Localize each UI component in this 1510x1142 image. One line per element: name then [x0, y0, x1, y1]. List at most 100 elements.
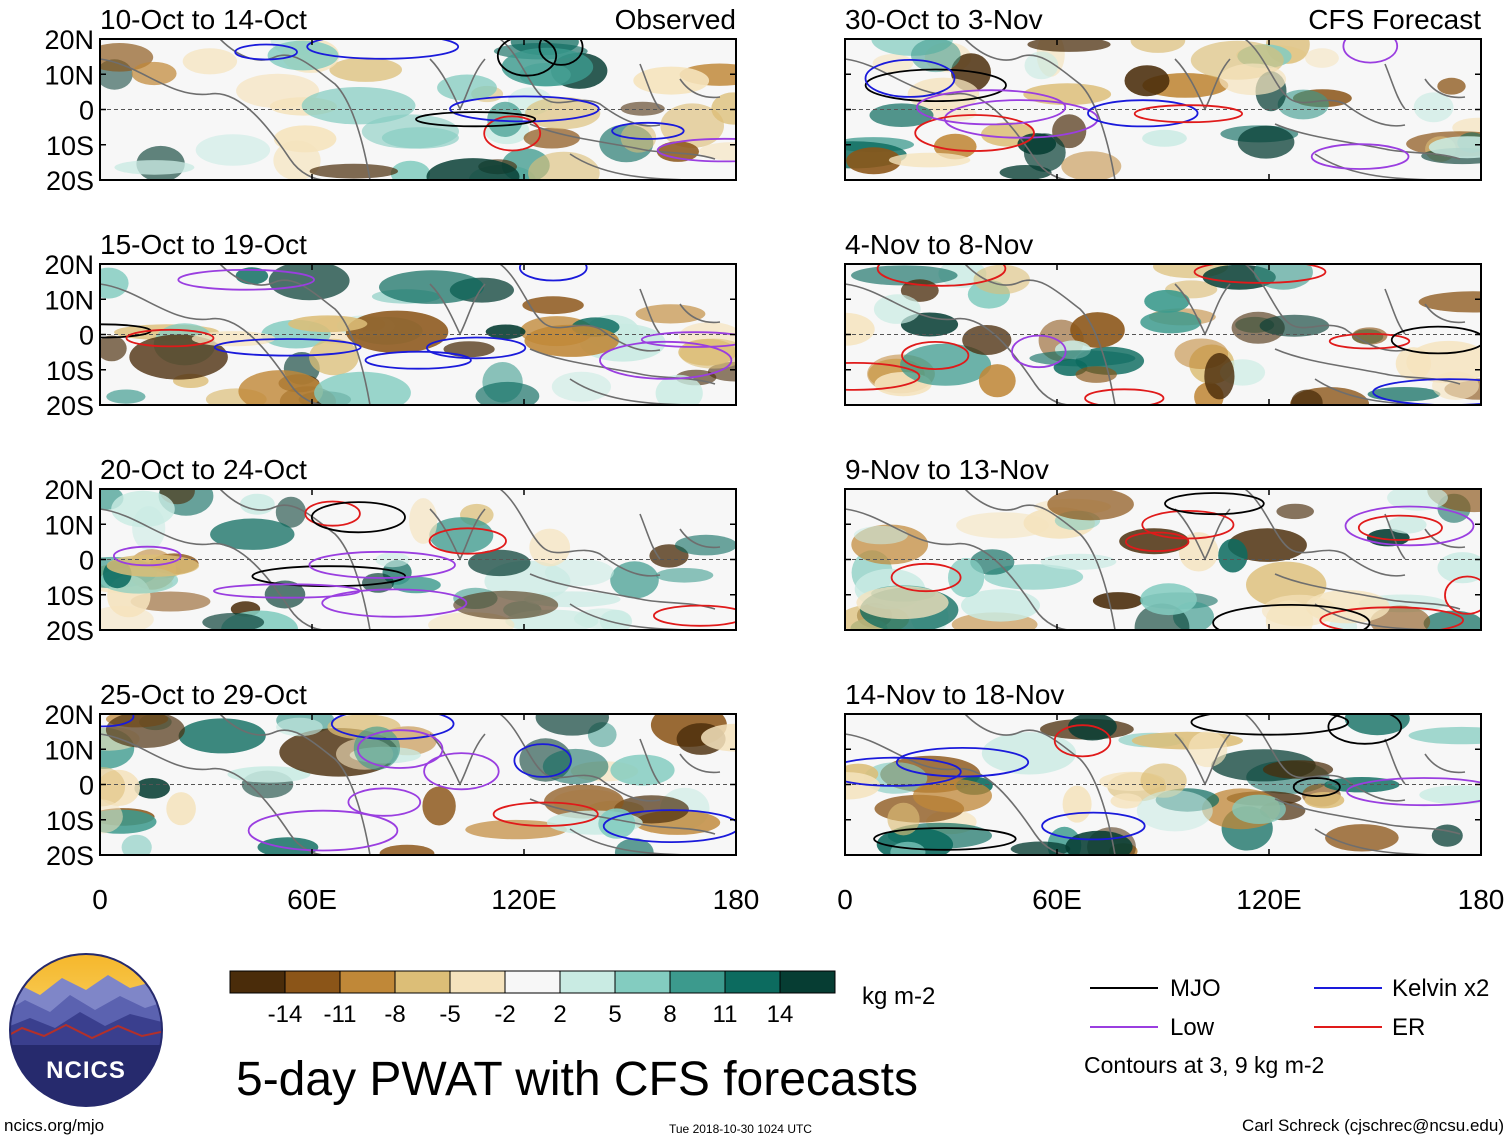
- anomaly-shading: [267, 40, 339, 71]
- y-tick-label: 10S: [46, 356, 94, 386]
- coastline: [1274, 123, 1461, 160]
- anomaly-shading: [195, 134, 271, 166]
- anomaly-shading: [635, 304, 706, 324]
- anomaly-shading: [544, 558, 614, 587]
- anomaly-shading: [1061, 151, 1122, 180]
- signal-contour: [347, 787, 422, 817]
- anomaly-shading: [1124, 65, 1170, 97]
- signal-contour: [656, 137, 736, 163]
- signal-contour: [1292, 777, 1341, 797]
- anomaly-shading: [100, 267, 129, 299]
- colorbar-tick-label: 5: [608, 1001, 621, 1028]
- map-panel: 20N 10N 0 10S 20S 20-Oct to 24-Oct: [44, 454, 737, 646]
- coastline: [964, 39, 1116, 180]
- signal-contour: [304, 500, 361, 527]
- coastline: [1274, 573, 1461, 610]
- anomaly-shading: [487, 101, 523, 137]
- anomaly-shading: [1062, 785, 1092, 823]
- signal-contour: [1053, 724, 1112, 758]
- y-tick-label: 0: [79, 771, 94, 801]
- anomaly-shading: [887, 802, 920, 836]
- anomaly-shading: [655, 374, 703, 405]
- signal-contour: [653, 604, 736, 627]
- anomaly-shading: [1431, 824, 1463, 847]
- signal-contour: [100, 714, 135, 728]
- panel-date-label: 14-Nov to 18-Nov: [845, 679, 1064, 710]
- anomaly-shading: [100, 767, 126, 807]
- anomaly-shading: [379, 844, 435, 855]
- y-tick-label: 10S: [46, 131, 94, 161]
- colorbar-swatch: [614, 970, 671, 994]
- signal-contour: [308, 550, 456, 579]
- x-axis-labels: 0 60E 120E 180 0 60E 120E 180: [92, 884, 1504, 915]
- x-tick-label: 0: [837, 884, 853, 915]
- signal-contour: [864, 68, 1007, 103]
- anomaly-shading: [329, 57, 402, 82]
- signal-contour: [1357, 514, 1443, 541]
- anomaly-shading: [1052, 114, 1087, 149]
- panel-date-label: 10-Oct to 14-Oct: [100, 4, 307, 35]
- anomaly-shading: [1144, 289, 1190, 313]
- anomaly-shading: [845, 312, 875, 346]
- anomaly-shading: [1265, 600, 1314, 630]
- ncics-logo: NCICS: [9, 953, 163, 1107]
- anomaly-shading: [1070, 312, 1125, 348]
- coastline: [1244, 489, 1406, 577]
- coastline: [529, 348, 716, 385]
- coastline: [639, 513, 661, 560]
- anomaly-shading: [130, 591, 211, 612]
- signal-contour: [1087, 99, 1199, 128]
- coastline: [1424, 528, 1466, 549]
- anomaly-shading: [106, 389, 146, 404]
- signal-contour: [306, 39, 460, 60]
- anomaly-shading: [1024, 51, 1059, 80]
- map-panel: 20N 10N 0 10S 20S 15-Oct to 19-Oct: [44, 229, 737, 421]
- map-panel: 9-Nov to 13-Nov: [844, 454, 1482, 631]
- anomaly-shading: [853, 525, 908, 545]
- colorbar-swatch: [669, 970, 726, 994]
- colorbar-swatch: [779, 970, 836, 994]
- x-tick-label: 180: [1458, 884, 1505, 915]
- anomaly-shading: [528, 151, 600, 180]
- anomaly-shading: [1068, 714, 1117, 741]
- signal-contour: [890, 562, 962, 593]
- anomaly-shading: [1428, 136, 1481, 159]
- anomaly-shading: [1136, 790, 1213, 832]
- anomaly-shading: [890, 841, 926, 855]
- anomaly-shading: [978, 364, 1016, 398]
- anomaly-shading: [1219, 63, 1287, 96]
- anomaly-shading: [888, 152, 971, 168]
- anomaly-shading: [1140, 583, 1197, 616]
- anomaly-shading: [1276, 503, 1314, 520]
- column-header: Observed: [615, 4, 736, 35]
- colorbar-tick-label: -8: [384, 1001, 405, 1028]
- anomaly-shading: [1027, 39, 1111, 52]
- anomaly-shading: [485, 324, 526, 340]
- signal-contour: [177, 269, 315, 291]
- coastline: [1424, 753, 1466, 774]
- map-panel: 4-Nov to 8-Nov: [844, 229, 1482, 406]
- anomaly-shading: [660, 103, 724, 148]
- anomaly-shading: [962, 325, 1012, 355]
- coastline: [964, 489, 1116, 630]
- anomaly-shading: [1227, 528, 1307, 562]
- signal-contour: [1084, 388, 1165, 405]
- anomaly-shading: [1387, 489, 1448, 511]
- signal-contour: [901, 341, 970, 371]
- anomaly-shading: [699, 142, 736, 161]
- anomaly-shading: [100, 799, 123, 834]
- anomaly-shading: [443, 341, 495, 358]
- signal-contour: [1125, 531, 1190, 553]
- signal-contour: [321, 588, 468, 618]
- x-tick-label: 0: [92, 884, 108, 915]
- anomaly-shading: [409, 498, 438, 544]
- signal-contour: [449, 95, 600, 123]
- anomaly-shading: [437, 74, 497, 101]
- signal-contour: [425, 336, 527, 360]
- anomaly-shading: [1432, 371, 1479, 400]
- x-tick-label: 60E: [1032, 884, 1082, 915]
- coastline: [529, 123, 716, 160]
- colorbar-swatch: [339, 970, 396, 994]
